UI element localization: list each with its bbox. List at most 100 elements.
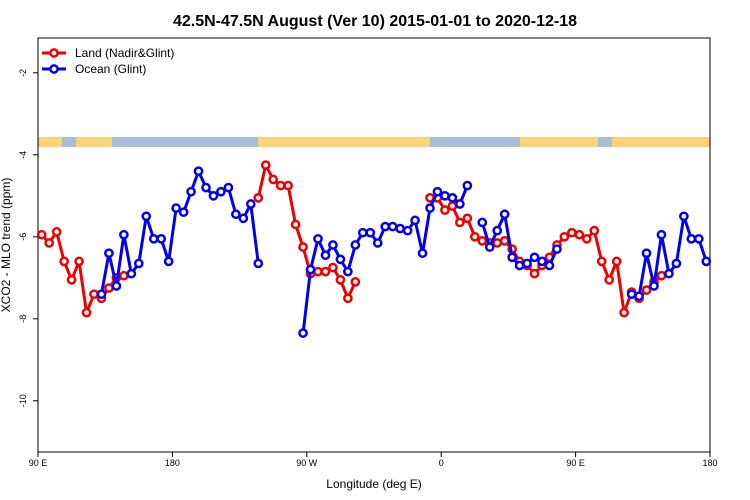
data-point (641, 248, 652, 259)
data-point (253, 193, 264, 203)
data-point (514, 260, 525, 271)
data-point (604, 274, 615, 285)
data-point (208, 190, 219, 201)
land-ocean-strip (38, 137, 710, 147)
data-point (163, 256, 174, 267)
data-point (290, 219, 301, 230)
data-point (380, 221, 391, 232)
data-point (455, 199, 465, 209)
data-point (320, 250, 331, 261)
data-point (522, 258, 532, 269)
data-point (104, 283, 114, 293)
data-point (447, 201, 458, 211)
y-tick-label: -4 (18, 151, 28, 159)
data-point (51, 227, 62, 237)
data-point (328, 240, 338, 250)
data-point (477, 217, 488, 228)
data-point (298, 328, 308, 338)
data-point (126, 268, 137, 279)
data-point (313, 266, 323, 277)
data-point (567, 227, 577, 238)
data-point (492, 238, 503, 248)
data-point (74, 256, 84, 267)
data-point (111, 281, 122, 291)
data-point (529, 268, 540, 279)
data-point (552, 244, 562, 254)
legend-label: Ocean (Glint) (75, 62, 146, 76)
plot-frame (37, 37, 711, 453)
data-point (156, 234, 167, 244)
data-point (544, 260, 555, 271)
data-point (343, 266, 353, 277)
data-point (59, 256, 69, 267)
data-point (425, 203, 435, 213)
x-tick-label: 90 E (566, 458, 585, 468)
data-point (193, 166, 204, 177)
data-point (634, 291, 644, 302)
data-point (410, 215, 420, 226)
data-point (328, 262, 338, 273)
data-point (44, 238, 55, 248)
data-point (96, 289, 107, 300)
data-point (268, 174, 279, 185)
data-point (484, 242, 495, 252)
data-point (440, 205, 450, 216)
land-band (38, 137, 710, 147)
data-point (641, 285, 652, 295)
data-point (432, 186, 443, 197)
data-point (298, 242, 308, 252)
y-tick-label: -8 (18, 315, 28, 323)
data-point (462, 180, 473, 191)
chart-title: 42.5N-47.5N August (Ver 10) 2015-01-01 t… (173, 13, 577, 30)
y-tick-label: -2 (18, 69, 28, 77)
data-point (260, 160, 271, 170)
data-point (148, 234, 159, 244)
data-point (649, 281, 659, 291)
data-point (357, 227, 368, 238)
ocean-band (112, 137, 258, 147)
data-point (626, 289, 637, 300)
data-point (529, 252, 540, 263)
data-point (245, 199, 256, 209)
data-point (81, 307, 92, 318)
data-point (372, 238, 383, 248)
data-point (477, 236, 488, 246)
data-point (313, 234, 323, 244)
ocean-band (598, 137, 612, 147)
data-point (223, 182, 234, 193)
data-point (589, 225, 600, 236)
x-axis-label: Longitude (deg E) (326, 477, 421, 491)
data-point (537, 256, 547, 267)
y-axis-label: XCO2 - MLO trend (ppm) (0, 178, 13, 313)
data-point (66, 274, 77, 285)
data-point (559, 231, 570, 242)
data-point (186, 186, 196, 197)
data-point (335, 274, 346, 285)
data-point (119, 270, 129, 281)
ocean-band (62, 137, 76, 147)
data-point (275, 180, 286, 191)
ocean-band (430, 137, 520, 147)
data-point (701, 256, 712, 267)
data-point (469, 231, 480, 242)
data-point (335, 254, 346, 265)
data-point (320, 266, 331, 277)
data-point (611, 256, 622, 267)
data-point (89, 289, 99, 300)
data-point (686, 234, 697, 244)
data-point (343, 293, 353, 304)
x-tick-label: 90 W (296, 458, 318, 468)
data-point (619, 307, 629, 318)
x-tick-label: 180 (165, 458, 180, 468)
data-point (119, 229, 129, 240)
data-point (455, 217, 465, 228)
data-point (133, 258, 144, 269)
data-point (574, 229, 585, 240)
data-point (693, 234, 704, 244)
data-point (507, 252, 517, 263)
data-point (462, 213, 473, 224)
data-point (395, 223, 405, 234)
data-point (141, 211, 152, 222)
